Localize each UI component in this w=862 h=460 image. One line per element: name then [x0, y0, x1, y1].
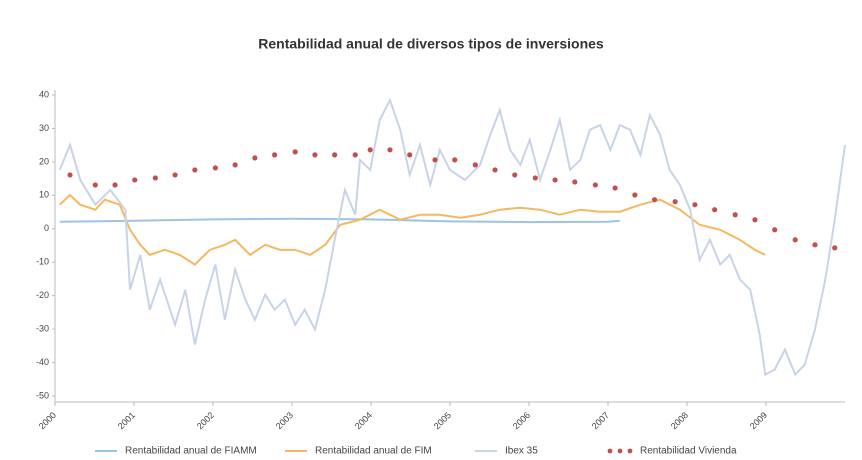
x-tick-label: 2006 [511, 410, 532, 431]
series-dot [632, 192, 638, 198]
legend-label: Ibex 35 [505, 446, 538, 457]
series-dot [592, 182, 598, 188]
series-dot [407, 152, 413, 158]
series-dot [452, 157, 458, 163]
legend-label: Rentabilidad anual de FIM [315, 446, 432, 457]
y-tick-label: -20 [36, 290, 49, 300]
series-line [59, 193, 766, 266]
series-dot [387, 147, 393, 153]
series-dot [132, 177, 138, 183]
series-dot [212, 165, 218, 171]
x-tick-label: 2008 [669, 410, 690, 431]
series-dot [232, 162, 238, 168]
series-dot [192, 167, 198, 173]
y-tick-label: 30 [39, 123, 49, 133]
series-dot [832, 245, 838, 251]
x-tick-label: 2002 [195, 410, 216, 431]
series-dot [92, 182, 98, 188]
series-dot [352, 152, 358, 158]
series-dot [492, 167, 498, 173]
series-dot [712, 207, 718, 213]
series-dot [272, 152, 278, 158]
series-dot [112, 182, 118, 188]
series-dot [172, 172, 178, 178]
series-dot [312, 152, 318, 158]
series-dot [792, 237, 798, 243]
x-tick-label: 2007 [590, 410, 611, 431]
series-dot [772, 227, 778, 233]
y-tick-label: -50 [36, 390, 49, 400]
legend-symbol [627, 448, 633, 454]
x-tick-label: 2001 [116, 410, 137, 431]
y-tick-label: 10 [39, 190, 49, 200]
legend-symbol [617, 448, 623, 454]
x-tick-label: 2004 [353, 410, 374, 431]
x-tick-label: 2000 [37, 410, 58, 431]
series-dot [532, 175, 538, 181]
x-tick-label: 2005 [432, 410, 453, 431]
series-dot [432, 157, 438, 163]
series-dot [752, 217, 758, 223]
series-dot [572, 179, 578, 185]
y-tick-label: 20 [39, 156, 49, 166]
series-dot [512, 172, 518, 178]
chart-title: Rentabilidad anual de diversos tipos de … [258, 36, 604, 52]
series-dot [692, 202, 698, 208]
series-dot [652, 197, 658, 203]
legend-symbol [607, 448, 613, 454]
series-dot [292, 149, 298, 155]
y-tick-label: -10 [36, 257, 49, 267]
series-dot [672, 199, 678, 205]
series-line [59, 217, 620, 224]
y-tick-label: -30 [36, 323, 49, 333]
series-dot [332, 152, 338, 158]
series-dot [152, 175, 158, 181]
series-dot [812, 242, 818, 248]
y-tick-label: 0 [44, 223, 49, 233]
series-dot [367, 147, 373, 153]
y-tick-label: 40 [39, 89, 49, 99]
series-dot [252, 155, 258, 161]
legend-label: Rentabilidad anual de FIAMM [125, 446, 257, 457]
series-line [58, 97, 846, 377]
series-dot [732, 212, 738, 218]
y-tick-label: -40 [36, 357, 49, 367]
series-dot [472, 162, 478, 168]
series-dot [552, 177, 558, 183]
legend-label: Rentabilidad Vivienda [640, 446, 737, 457]
series-dot [612, 185, 618, 191]
x-tick-label: 2009 [748, 410, 769, 431]
series-dot [67, 172, 73, 178]
x-tick-label: 2003 [274, 410, 295, 431]
